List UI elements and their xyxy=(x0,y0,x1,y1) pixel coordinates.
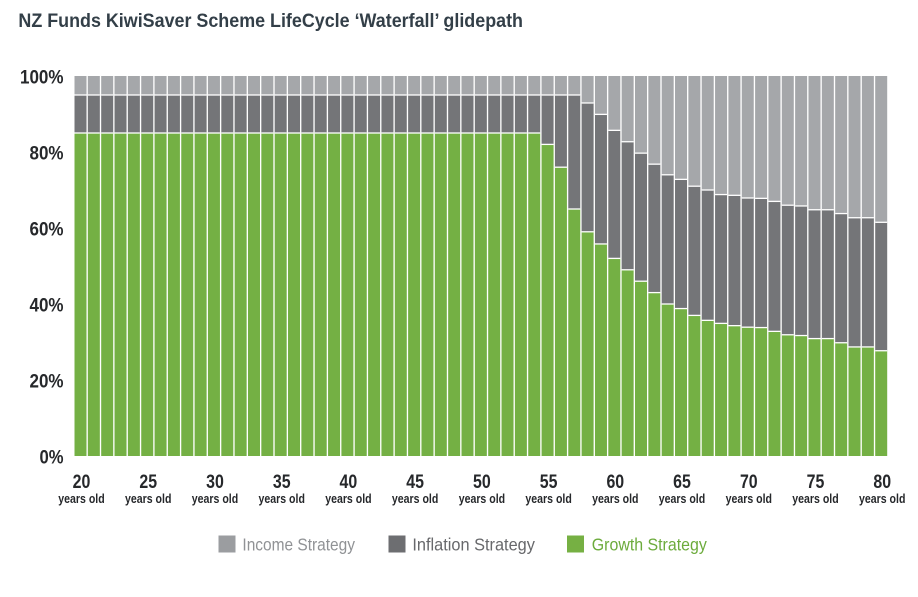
svg-text:80: 80 xyxy=(873,471,891,493)
svg-text:0%: 0% xyxy=(40,446,64,468)
svg-text:75: 75 xyxy=(807,471,825,493)
svg-text:Income Strategy: Income Strategy xyxy=(242,535,355,555)
svg-text:years old: years old xyxy=(525,492,571,506)
svg-text:30: 30 xyxy=(206,471,224,493)
svg-text:20: 20 xyxy=(73,471,91,493)
svg-text:NZ Funds KiwiSaver Scheme Life: NZ Funds KiwiSaver Scheme LifeCycle ‘Wat… xyxy=(18,10,523,32)
svg-text:45: 45 xyxy=(406,471,424,493)
svg-text:years old: years old xyxy=(125,492,171,506)
svg-text:years old: years old xyxy=(192,492,238,506)
svg-text:years old: years old xyxy=(726,492,772,506)
svg-text:years old: years old xyxy=(259,492,305,506)
svg-text:60%: 60% xyxy=(30,218,64,240)
svg-text:years old: years old xyxy=(859,492,905,506)
svg-text:40%: 40% xyxy=(30,294,64,316)
svg-text:Inflation Strategy: Inflation Strategy xyxy=(412,535,535,555)
svg-text:100%: 100% xyxy=(20,66,64,88)
svg-text:years old: years old xyxy=(58,492,104,506)
svg-text:50: 50 xyxy=(473,471,491,493)
svg-text:55: 55 xyxy=(540,471,558,493)
svg-text:years old: years old xyxy=(325,492,371,506)
svg-text:Growth Strategy: Growth Strategy xyxy=(592,535,707,555)
svg-text:80%: 80% xyxy=(30,142,64,164)
svg-text:years old: years old xyxy=(792,492,838,506)
svg-text:70: 70 xyxy=(740,471,758,493)
svg-text:35: 35 xyxy=(273,471,291,493)
svg-text:25: 25 xyxy=(139,471,157,493)
svg-text:20%: 20% xyxy=(30,370,64,392)
svg-text:years old: years old xyxy=(459,492,505,506)
svg-text:40: 40 xyxy=(340,471,358,493)
svg-text:years old: years old xyxy=(392,492,438,506)
svg-text:65: 65 xyxy=(673,471,691,493)
svg-text:60: 60 xyxy=(606,471,624,493)
svg-text:years old: years old xyxy=(592,492,638,506)
svg-text:years old: years old xyxy=(659,492,705,506)
